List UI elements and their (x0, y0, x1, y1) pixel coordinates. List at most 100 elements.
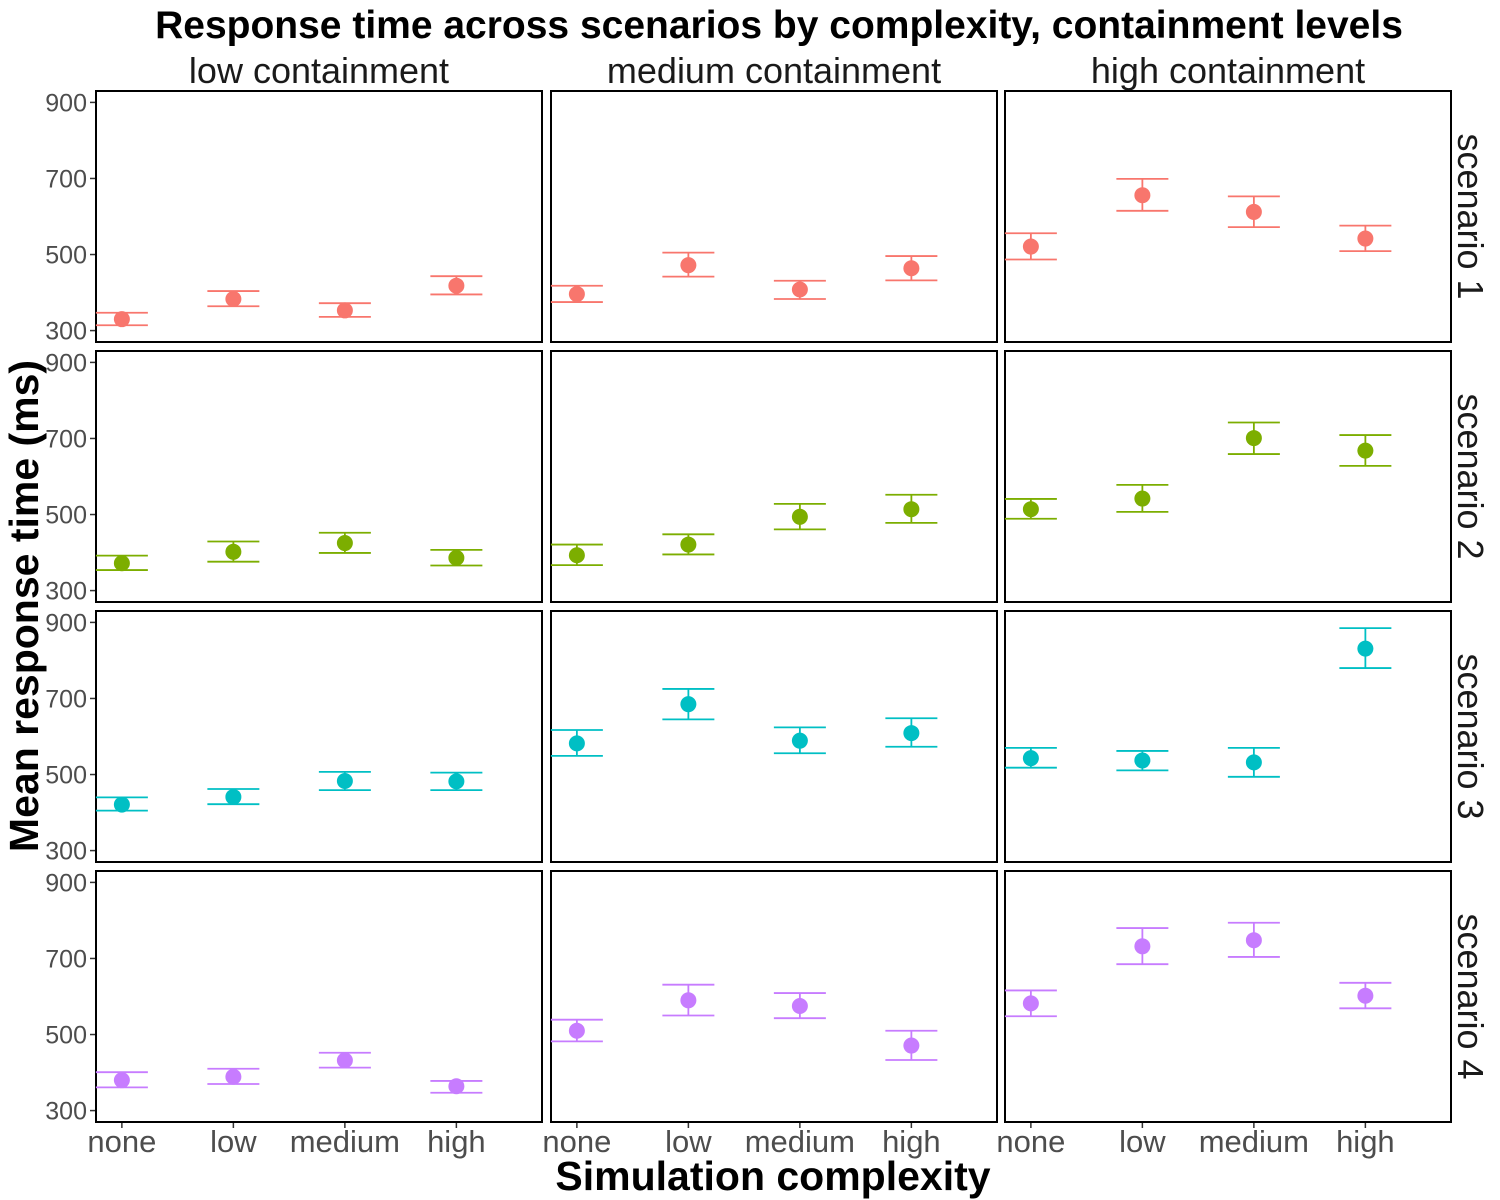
mean-point (1134, 938, 1151, 955)
mean-point (680, 992, 697, 1009)
panel (1004, 610, 1452, 863)
panel-border (1004, 610, 1452, 863)
mean-point (1022, 995, 1039, 1012)
panel (550, 610, 998, 863)
y-tick-label: 500 (45, 502, 87, 530)
mean-point (448, 1078, 465, 1095)
mean-point (448, 773, 465, 790)
mean-point (791, 998, 808, 1015)
mean-point (1134, 187, 1151, 204)
mean-point (1245, 754, 1262, 771)
mean-point (568, 735, 585, 752)
x-tick-label: none (87, 1124, 156, 1159)
x-tick-label: none (996, 1124, 1065, 1159)
mean-point (113, 555, 130, 572)
y-tick-label: 300 (45, 838, 87, 866)
panel-border (550, 870, 998, 1123)
mean-point (903, 1037, 920, 1054)
panel-border (95, 350, 543, 603)
column-strip-labels: low containment medium containment high co… (189, 50, 1365, 91)
y-tick-label: 700 (45, 945, 87, 973)
mean-point (336, 535, 353, 552)
x-axis-title: Simulation complexity (555, 1153, 990, 1199)
panel-border (550, 350, 998, 603)
mean-point (1022, 238, 1039, 255)
mean-point (113, 796, 130, 813)
mean-point (1245, 430, 1262, 447)
y-tick-label: 300 (45, 1098, 87, 1126)
mean-point (225, 291, 242, 308)
mean-point (113, 1072, 130, 1089)
mean-point (113, 311, 130, 328)
mean-point (1245, 203, 1262, 220)
mean-point (336, 1052, 353, 1069)
x-tick-label: medium (1199, 1124, 1309, 1159)
y-tick-label: 300 (45, 318, 87, 346)
mean-point (1357, 987, 1374, 1004)
mean-point (448, 277, 465, 294)
mean-point (225, 1068, 242, 1085)
y-tick-label: 700 (45, 165, 87, 193)
panel (550, 870, 998, 1123)
panel (1004, 870, 1452, 1123)
x-tick-label: high (882, 1124, 941, 1159)
mean-point (336, 302, 353, 319)
y-tick-label: 500 (45, 242, 87, 270)
panel (95, 90, 543, 343)
panel-border (550, 90, 998, 343)
mean-point (1022, 501, 1039, 518)
mean-point (1134, 752, 1151, 769)
row-strip-label: scenario 2 (1450, 393, 1491, 559)
panels: 300 500 700 900 300 500 700 900 300 500 700 900 300 5… (45, 89, 1452, 1159)
column-strip-label: low containment (189, 50, 449, 91)
y-tick-label: 900 (45, 609, 87, 637)
x-tick-label: medium (745, 1124, 855, 1159)
column-strip-label: high containment (1091, 50, 1365, 91)
panel (95, 870, 543, 1123)
mean-point (1022, 750, 1039, 767)
panel-border (1004, 350, 1452, 603)
x-tick-label: medium (290, 1124, 400, 1159)
row-strip-labels: scenario 1 scenario 2 scenario 3 scenario 4 (1450, 133, 1491, 1079)
mean-point (903, 501, 920, 518)
mean-point (448, 549, 465, 566)
mean-point (680, 536, 697, 553)
x-tick-label: high (427, 1124, 486, 1159)
mean-point (568, 286, 585, 303)
panel-border (1004, 90, 1452, 343)
mean-point (225, 543, 242, 560)
x-tick-label: none (542, 1124, 611, 1159)
mean-point (1357, 230, 1374, 247)
x-tick-label: low (210, 1124, 257, 1159)
mean-point (568, 547, 585, 564)
mean-point (791, 508, 808, 525)
panel (550, 90, 998, 343)
y-tick-label: 700 (45, 685, 87, 713)
panel (550, 350, 998, 603)
x-tick-label: low (665, 1124, 712, 1159)
panel (1004, 350, 1452, 603)
mean-point (1134, 490, 1151, 507)
row-strip-label: scenario 3 (1450, 653, 1491, 819)
y-tick-label: 700 (45, 425, 87, 453)
panel-border (95, 90, 543, 343)
mean-point (903, 725, 920, 742)
panel-border (95, 610, 543, 863)
panel-border (1004, 870, 1452, 1123)
mean-point (680, 696, 697, 713)
panel (95, 350, 543, 603)
chart-title: Response time across scenarios by comple… (155, 4, 1403, 47)
panel (95, 610, 543, 863)
mean-point (568, 1022, 585, 1039)
mean-point (1357, 442, 1374, 459)
mean-point (1357, 640, 1374, 657)
panel-border (550, 610, 998, 863)
y-tick-label: 500 (45, 762, 87, 790)
mean-point (1245, 932, 1262, 949)
y-tick-label: 300 (45, 578, 87, 606)
x-tick-label: low (1119, 1124, 1166, 1159)
row-strip-label: scenario 4 (1450, 913, 1491, 1079)
panel (1004, 90, 1452, 343)
mean-point (336, 772, 353, 789)
